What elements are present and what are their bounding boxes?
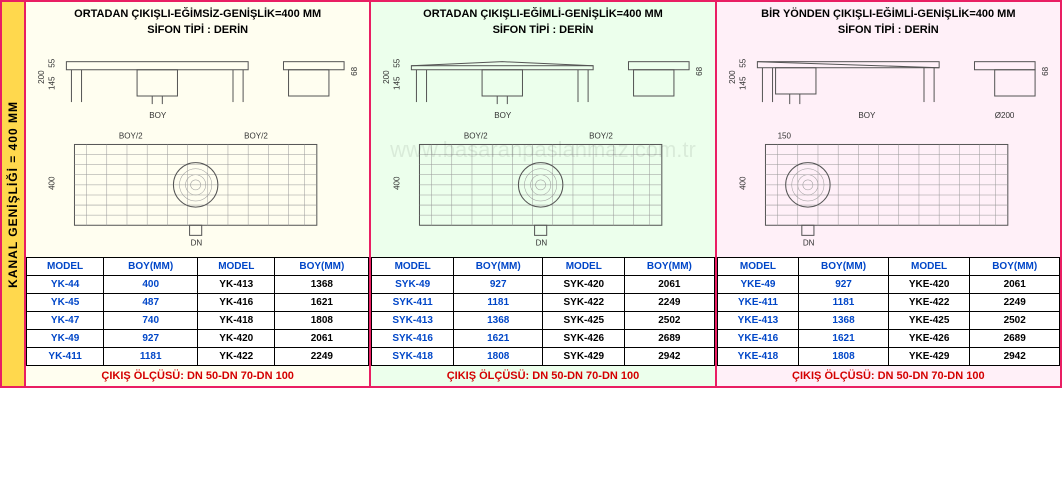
dim-half-l: BOY/2 [119, 131, 143, 140]
dim-half-r: BOY/2 [244, 131, 268, 140]
table-row: YK-47740YK-4181808 [27, 312, 369, 330]
panel-footer: ÇIKIŞ ÖLÇÜSÜ: DN 50-DN 70-DN 100 [26, 366, 369, 386]
sidebar-label: KANAL GENİŞLİĞİ = 400 MM [6, 101, 20, 288]
diagram-area: 200 145 55 68 BOY 400 BOY/2 BOY/2 [26, 42, 369, 257]
dim-h1: 200 [37, 70, 46, 84]
panel-1: ORTADAN ÇIKIŞLI-EĞİMSİZ-GENİŞLİK=400 MM … [26, 2, 371, 386]
dim-half-l: BOY/2 [464, 131, 488, 140]
spec-table: MODELBOY(MM)MODELBOY(MM) YKE-49927YKE-42… [717, 257, 1060, 366]
table-row: SYK-4131368SYK-4252502 [372, 312, 714, 330]
table-row: SYK-4111181SYK-4222249 [372, 294, 714, 312]
panel-subtitle: SİFON TİPİ : DERİN [717, 22, 1060, 42]
tech-drawing: 200 145 55 68 BOY 400 BOY/2 BOY/2 DN [371, 42, 714, 257]
dim-dn: DN [191, 238, 203, 247]
dim-h2: 145 [47, 76, 56, 90]
dim-h4: 68 [350, 66, 359, 75]
dim-dn: DN [536, 238, 548, 247]
dim-h1: 200 [383, 70, 392, 84]
panel-subtitle: SİFON TİPİ : DERİN [26, 22, 369, 42]
dim-h2: 145 [738, 76, 747, 90]
dim-w: 400 [47, 176, 56, 190]
table-row: YK-45487YK-4161621 [27, 294, 369, 312]
panel-2: ORTADAN ÇIKIŞLI-EĞİMLİ-GENİŞLİK=400 MM S… [371, 2, 716, 386]
col-boy: BOY(MM) [104, 258, 198, 276]
dim-h4: 68 [696, 66, 705, 75]
dim-boy: BOY [495, 111, 513, 120]
table-row: YKE-4131368YKE-4252502 [717, 312, 1059, 330]
dim-h4: 68 [1041, 66, 1050, 75]
tech-drawing: 200 145 55 68 BOY 400 BOY/2 BOY/2 [26, 42, 369, 257]
dim-boy: BOY [149, 111, 167, 120]
table-row: YK-4111181YK-4222249 [27, 348, 369, 366]
dim-h3: 55 [47, 58, 56, 67]
table-row: YKE-49927YKE-4202061 [717, 276, 1059, 294]
dim-h3: 55 [738, 58, 747, 67]
dim-boy: BOY [858, 111, 876, 120]
spec-table: MODEL BOY(MM) MODEL BOY(MM) YK-44400YK-4… [26, 257, 369, 366]
diagram-area: www.basaranpaslanmaz.com.tr 200 145 55 6… [371, 42, 714, 257]
panel-footer: ÇIKIŞ ÖLÇÜSÜ: DN 50-DN 70-DN 100 [717, 366, 1060, 386]
table-row: YKE-4111181YKE-4222249 [717, 294, 1059, 312]
col-model: MODEL [198, 258, 275, 276]
diagram-area: 200 145 55 68 BOY Ø200 400 150 DN [717, 42, 1060, 257]
dim-h3: 55 [393, 58, 402, 67]
dim-w: 400 [393, 176, 402, 190]
dim-w: 400 [738, 176, 747, 190]
dim-half-r: BOY/2 [589, 131, 613, 140]
dim-dn: DN [802, 238, 814, 247]
panel-3: BİR YÖNDEN ÇIKIŞLI-EĞİMLİ-GENİŞLİK=400 M… [717, 2, 1060, 386]
dim-off: 150 [777, 131, 791, 140]
catalog-wrapper: KANAL GENİŞLİĞİ = 400 MM ORTADAN ÇIKIŞLI… [0, 0, 1062, 388]
panel-title: BİR YÖNDEN ÇIKIŞLI-EĞİMLİ-GENİŞLİK=400 M… [717, 2, 1060, 22]
table-row: YK-49927YK-4202061 [27, 330, 369, 348]
table-row: YK-44400YK-4131368 [27, 276, 369, 294]
col-boy: BOY(MM) [275, 258, 369, 276]
table-header-row: MODEL BOY(MM) MODEL BOY(MM) [27, 258, 369, 276]
table-header-row: MODELBOY(MM)MODELBOY(MM) [372, 258, 714, 276]
sidebar: KANAL GENİŞLİĞİ = 400 MM [2, 2, 26, 386]
panel-subtitle: SİFON TİPİ : DERİN [371, 22, 714, 42]
table-row: SYK-49927SYK-4202061 [372, 276, 714, 294]
dim-h1: 200 [728, 70, 737, 84]
table-row: YKE-4181808YKE-4292942 [717, 348, 1059, 366]
table-row: SYK-4161621SYK-4262689 [372, 330, 714, 348]
spec-table: MODELBOY(MM)MODELBOY(MM) SYK-49927SYK-42… [371, 257, 714, 366]
panel-footer: ÇIKIŞ ÖLÇÜSÜ: DN 50-DN 70-DN 100 [371, 366, 714, 386]
tech-drawing: 200 145 55 68 BOY Ø200 400 150 DN [717, 42, 1060, 257]
panel-title: ORTADAN ÇIKIŞLI-EĞİMLİ-GENİŞLİK=400 MM [371, 2, 714, 22]
panels-row: ORTADAN ÇIKIŞLI-EĞİMSİZ-GENİŞLİK=400 MM … [26, 2, 1060, 386]
table-row: SYK-4181808SYK-4292942 [372, 348, 714, 366]
table-row: YKE-4161621YKE-4262689 [717, 330, 1059, 348]
dim-dia: Ø200 [994, 111, 1014, 120]
panel-title: ORTADAN ÇIKIŞLI-EĞİMSİZ-GENİŞLİK=400 MM [26, 2, 369, 22]
dim-h2: 145 [393, 76, 402, 90]
col-model: MODEL [27, 258, 104, 276]
table-header-row: MODELBOY(MM)MODELBOY(MM) [717, 258, 1059, 276]
